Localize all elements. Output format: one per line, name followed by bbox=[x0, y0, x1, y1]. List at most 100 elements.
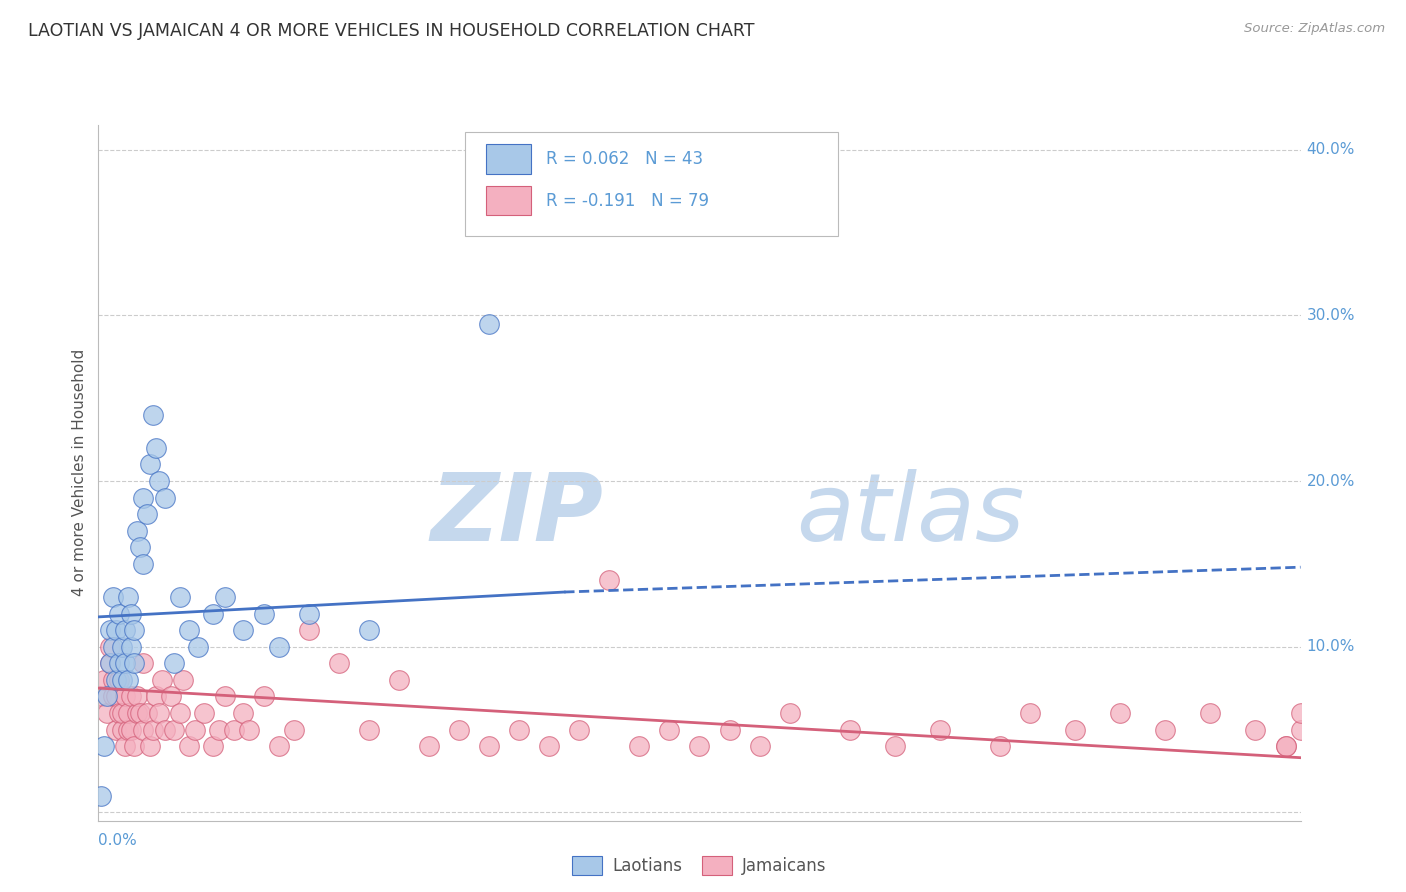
Point bbox=[100, 657, 122, 671]
Point bbox=[1109, 706, 1132, 720]
Point bbox=[1274, 739, 1296, 753]
Point bbox=[129, 706, 152, 720]
Point bbox=[114, 623, 136, 637]
Point bbox=[127, 524, 149, 538]
Point bbox=[478, 739, 501, 753]
Point bbox=[253, 690, 276, 704]
Point bbox=[447, 723, 470, 737]
Point bbox=[132, 557, 155, 571]
Point bbox=[568, 723, 591, 737]
Point bbox=[214, 690, 236, 704]
Text: atlas: atlas bbox=[796, 469, 1024, 560]
Point bbox=[628, 739, 651, 753]
Point bbox=[117, 706, 139, 720]
Point bbox=[748, 739, 770, 753]
Text: ZIP: ZIP bbox=[430, 468, 603, 560]
Point bbox=[253, 607, 276, 621]
Point bbox=[111, 706, 134, 720]
Point bbox=[108, 657, 131, 671]
Point bbox=[538, 739, 561, 753]
Point bbox=[1199, 706, 1222, 720]
Text: LAOTIAN VS JAMAICAN 4 OR MORE VEHICLES IN HOUSEHOLD CORRELATION CHART: LAOTIAN VS JAMAICAN 4 OR MORE VEHICLES I… bbox=[28, 22, 755, 40]
Point bbox=[103, 673, 125, 687]
Point bbox=[1244, 723, 1267, 737]
Point bbox=[135, 706, 157, 720]
Point bbox=[183, 723, 205, 737]
Point bbox=[357, 723, 380, 737]
Point bbox=[105, 723, 128, 737]
Point bbox=[159, 690, 181, 704]
Point bbox=[1064, 723, 1087, 737]
Point bbox=[357, 623, 380, 637]
Point bbox=[328, 657, 350, 671]
Point bbox=[100, 623, 122, 637]
Point bbox=[103, 590, 125, 604]
Point bbox=[201, 739, 224, 753]
Text: R = 0.062   N = 43: R = 0.062 N = 43 bbox=[546, 150, 703, 168]
Point bbox=[141, 408, 163, 422]
FancyBboxPatch shape bbox=[465, 132, 838, 236]
Text: 30.0%: 30.0% bbox=[1306, 308, 1355, 323]
Point bbox=[141, 723, 163, 737]
Point bbox=[121, 640, 143, 654]
Point bbox=[96, 706, 118, 720]
Point bbox=[90, 690, 112, 704]
Point bbox=[127, 706, 149, 720]
Point bbox=[100, 640, 122, 654]
Point bbox=[1154, 723, 1177, 737]
Point bbox=[117, 673, 139, 687]
Point bbox=[193, 706, 215, 720]
Point bbox=[187, 640, 209, 654]
Point bbox=[298, 607, 321, 621]
Point bbox=[267, 640, 290, 654]
Point bbox=[117, 590, 139, 604]
Point bbox=[214, 590, 236, 604]
Point bbox=[169, 706, 191, 720]
Point bbox=[222, 723, 245, 737]
Point bbox=[172, 673, 194, 687]
Point bbox=[283, 723, 305, 737]
Point bbox=[177, 739, 200, 753]
Point bbox=[124, 739, 146, 753]
Point bbox=[929, 723, 952, 737]
Point bbox=[388, 673, 411, 687]
Point bbox=[145, 441, 167, 455]
Point bbox=[150, 673, 173, 687]
Point bbox=[201, 607, 224, 621]
Point bbox=[132, 723, 155, 737]
Point bbox=[103, 640, 125, 654]
Point bbox=[148, 706, 170, 720]
Point bbox=[121, 607, 143, 621]
Point bbox=[111, 723, 134, 737]
Point bbox=[208, 723, 231, 737]
Point bbox=[478, 317, 501, 331]
Point bbox=[93, 673, 115, 687]
Point bbox=[162, 657, 184, 671]
Point bbox=[145, 690, 167, 704]
Point bbox=[103, 690, 125, 704]
Point bbox=[838, 723, 860, 737]
Point bbox=[232, 623, 254, 637]
Point bbox=[129, 541, 152, 555]
Point bbox=[124, 623, 146, 637]
Text: 40.0%: 40.0% bbox=[1306, 142, 1355, 157]
Point bbox=[508, 723, 530, 737]
FancyBboxPatch shape bbox=[485, 145, 531, 174]
Point bbox=[298, 623, 321, 637]
Text: 10.0%: 10.0% bbox=[1306, 640, 1355, 654]
FancyBboxPatch shape bbox=[485, 186, 531, 215]
Point bbox=[153, 723, 176, 737]
Text: R = -0.191   N = 79: R = -0.191 N = 79 bbox=[546, 192, 709, 210]
Point bbox=[162, 723, 184, 737]
Point bbox=[108, 673, 131, 687]
Legend: Laotians, Jamaicans: Laotians, Jamaicans bbox=[565, 849, 834, 882]
Point bbox=[124, 657, 146, 671]
Text: 0.0%: 0.0% bbox=[98, 833, 138, 848]
Point bbox=[267, 739, 290, 753]
Point bbox=[114, 739, 136, 753]
Point bbox=[138, 739, 160, 753]
Point bbox=[718, 723, 741, 737]
Point bbox=[1289, 706, 1312, 720]
Point bbox=[688, 739, 710, 753]
Point bbox=[105, 690, 128, 704]
